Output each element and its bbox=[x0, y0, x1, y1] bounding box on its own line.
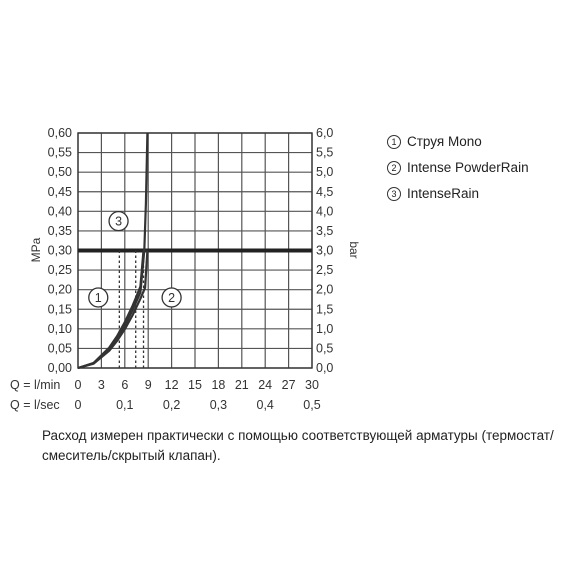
curve-label-3: 3 bbox=[108, 210, 129, 232]
x-tick-lmin: 24 bbox=[258, 378, 272, 392]
curve-label-1: 1 bbox=[88, 287, 109, 308]
x-tick-lmin: 9 bbox=[145, 378, 152, 392]
right-tick-label: 2,0 bbox=[316, 283, 333, 297]
right-tick-label: 6,0 bbox=[316, 126, 333, 140]
flow-pressure-chart: 0,000,050,100,150,200,250,300,350,400,45… bbox=[10, 126, 361, 412]
chart-legend: 1 Струя Mono 2 Intense PowderRain 3 IntenseRa… bbox=[387, 129, 529, 207]
x-tick-lsec: 0 bbox=[75, 398, 82, 412]
left-tick-label: 0,15 bbox=[48, 302, 72, 316]
left-tick-label: 0,40 bbox=[48, 204, 72, 218]
right-tick-label: 3,5 bbox=[316, 224, 333, 238]
x-tick-lmin: 27 bbox=[282, 378, 296, 392]
right-tick-label: 2,5 bbox=[316, 263, 333, 277]
left-tick-label: 0,30 bbox=[48, 244, 72, 258]
right-tick-label: 5,5 bbox=[316, 146, 333, 160]
right-tick-label: 1,5 bbox=[316, 302, 333, 316]
legend-item: 1 Струя Mono bbox=[387, 129, 529, 155]
legend-label: Струя Mono bbox=[407, 134, 482, 149]
x-tick-lsec: 0,4 bbox=[257, 398, 274, 412]
legend-marker: 2 bbox=[387, 161, 401, 175]
curve-3 bbox=[77, 132, 149, 370]
x-tick-lmin: 15 bbox=[188, 378, 202, 392]
x-tick-lmin: 12 bbox=[165, 378, 179, 392]
x-tick-lmin: 6 bbox=[121, 378, 128, 392]
legend-marker: 1 bbox=[387, 135, 401, 149]
chart-ticks: 0,000,050,100,150,200,250,300,350,400,45… bbox=[48, 126, 334, 412]
footnote: Расход измерен практически с помощью соо… bbox=[42, 428, 554, 463]
x-axis-lsec-label: Q = l/sec bbox=[10, 398, 60, 412]
left-tick-label: 0,20 bbox=[48, 283, 72, 297]
chart-grid bbox=[77, 132, 313, 369]
legend-item: 2 Intense PowderRain bbox=[387, 155, 529, 181]
chart-labels: 3 1 2 bbox=[88, 210, 182, 308]
curve-label-text: 2 bbox=[168, 291, 175, 305]
left-tick-label: 0,00 bbox=[48, 361, 72, 375]
chart-curves bbox=[77, 132, 149, 370]
right-tick-label: 5,0 bbox=[316, 165, 333, 179]
x-tick-lmin: 30 bbox=[305, 378, 319, 392]
x-tick-lsec: 0,2 bbox=[163, 398, 180, 412]
curve-label-circle bbox=[88, 287, 109, 308]
legend-label: Intense PowderRain bbox=[407, 160, 529, 175]
x-tick-lmin: 3 bbox=[98, 378, 105, 392]
curve-label-2: 2 bbox=[161, 287, 182, 308]
right-tick-label: 0,5 bbox=[316, 341, 333, 355]
right-tick-label: 1,0 bbox=[316, 322, 333, 336]
left-tick-label: 0,50 bbox=[48, 165, 72, 179]
left-tick-label: 0,05 bbox=[48, 341, 72, 355]
right-axis-label: bar bbox=[347, 241, 361, 258]
x-tick-lsec: 0,1 bbox=[116, 398, 133, 412]
curve-label-circle bbox=[161, 287, 182, 308]
legend-item: 3 IntenseRain bbox=[387, 181, 529, 207]
left-tick-label: 0,60 bbox=[48, 126, 72, 140]
legend-marker: 3 bbox=[387, 187, 401, 201]
curve-label-text: 3 bbox=[115, 215, 122, 229]
right-tick-label: 4,5 bbox=[316, 185, 333, 199]
x-tick-lmin: 0 bbox=[75, 378, 82, 392]
legend-label: IntenseRain bbox=[407, 186, 480, 201]
x-axis-lmin-label: Q = l/min bbox=[10, 378, 60, 392]
left-tick-label: 0,10 bbox=[48, 322, 72, 336]
x-tick-lmin: 18 bbox=[211, 378, 225, 392]
curve-label-text: 1 bbox=[95, 291, 102, 305]
x-tick-lsec: 0,5 bbox=[303, 398, 320, 412]
left-tick-label: 0,35 bbox=[48, 224, 72, 238]
x-tick-lsec: 0,3 bbox=[210, 398, 227, 412]
left-tick-label: 0,45 bbox=[48, 185, 72, 199]
right-tick-label: 0,0 bbox=[316, 361, 333, 375]
x-tick-lmin: 21 bbox=[235, 378, 249, 392]
left-axis-label: MPa bbox=[29, 237, 43, 262]
right-tick-label: 4,0 bbox=[316, 204, 333, 218]
left-tick-label: 0,25 bbox=[48, 263, 72, 277]
left-tick-label: 0,55 bbox=[48, 146, 72, 160]
right-tick-label: 3,0 bbox=[316, 244, 333, 258]
curve-label-circle bbox=[108, 210, 129, 232]
